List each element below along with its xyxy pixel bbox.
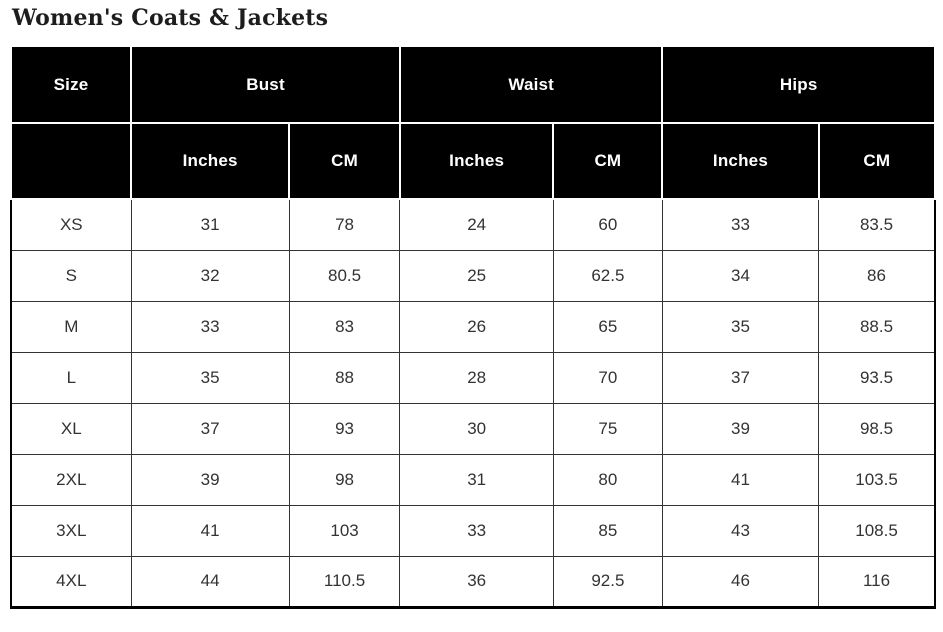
measurement-cell: 110.5	[288, 555, 401, 608]
measurement-group-header-row: Size Bust Waist Hips	[9, 45, 936, 125]
unit-header-waist-cm: CM	[552, 122, 664, 201]
size-cell: 3XL	[10, 504, 132, 557]
measurement-cell: 33	[130, 300, 290, 353]
size-cell: S	[10, 249, 132, 302]
measurement-cell: 98.5	[818, 402, 936, 455]
measurement-cell: 35	[661, 300, 820, 353]
measurement-cell: 65	[552, 300, 663, 353]
table-row: L 35 88 28 70 37 93.5	[10, 351, 936, 404]
unit-header-hips-cm: CM	[817, 122, 937, 201]
measurement-cell: 31	[399, 453, 554, 506]
measurement-cell: 93.5	[818, 351, 936, 404]
measurement-cell: 80.5	[288, 249, 401, 302]
table-row: XL 37 93 30 75 39 98.5	[10, 402, 936, 455]
table-row: 2XL 39 98 31 80 41 103.5	[10, 453, 936, 506]
measurement-cell: 33	[661, 198, 820, 251]
measurement-cell: 33	[399, 504, 554, 557]
measurement-cell: 41	[130, 504, 290, 557]
measurement-cell: 85	[552, 504, 663, 557]
measurement-cell: 83.5	[818, 198, 936, 251]
table-row: S 32 80.5 25 62.5 34 86	[10, 249, 936, 302]
measurement-cell: 39	[661, 402, 820, 455]
size-cell: XL	[10, 402, 132, 455]
table-row: 4XL 44 110.5 36 92.5 46 116	[10, 555, 936, 608]
size-cell: L	[10, 351, 132, 404]
table-row: 3XL 41 103 33 85 43 108.5	[10, 504, 936, 557]
unit-header-bust-cm: CM	[288, 122, 401, 201]
table-header: Size Bust Waist Hips Inches CM Inches CM…	[9, 45, 937, 201]
measurement-cell: 46	[661, 555, 820, 608]
measurement-cell: 70	[552, 351, 663, 404]
measurement-cell: 92.5	[552, 555, 663, 608]
measurement-cell: 36	[399, 555, 554, 608]
size-cell: XS	[10, 198, 132, 251]
size-guide-page: Women's Coats & Jackets Size Bust Waist …	[9, 5, 937, 609]
measurement-cell: 93	[288, 402, 401, 455]
measurement-cell: 83	[288, 300, 401, 353]
measurement-cell: 60	[552, 198, 663, 251]
measurement-cell: 62.5	[552, 249, 663, 302]
measurement-cell: 39	[130, 453, 290, 506]
measurement-cell: 103	[288, 504, 401, 557]
measurement-cell: 35	[130, 351, 290, 404]
measurement-cell: 26	[399, 300, 554, 353]
unit-header-blank	[9, 122, 133, 201]
column-header-hips: Hips	[661, 45, 936, 125]
measurement-cell: 88	[288, 351, 401, 404]
measurement-cell: 37	[130, 402, 290, 455]
table-row: M 33 83 26 65 35 88.5	[10, 300, 936, 353]
measurement-cell: 30	[399, 402, 554, 455]
unit-header-hips-inches: Inches	[661, 122, 820, 201]
measurement-cell: 31	[130, 198, 290, 251]
measurement-cell: 116	[818, 555, 936, 608]
size-cell: M	[10, 300, 132, 353]
measurement-cell: 43	[661, 504, 820, 557]
measurement-cell: 34	[661, 249, 820, 302]
column-header-bust: Bust	[130, 45, 401, 125]
table-row: XS 31 78 24 60 33 83.5	[10, 198, 936, 251]
measurement-cell: 80	[552, 453, 663, 506]
measurement-cell: 108.5	[818, 504, 936, 557]
measurement-cell: 78	[288, 198, 401, 251]
measurement-cell: 32	[130, 249, 290, 302]
measurement-cell: 28	[399, 351, 554, 404]
unit-header-waist-inches: Inches	[398, 122, 555, 201]
measurement-cell: 88.5	[818, 300, 936, 353]
measurement-cell: 103.5	[818, 453, 936, 506]
measurement-cell: 41	[661, 453, 820, 506]
measurement-cell: 98	[288, 453, 401, 506]
unit-header-bust-inches: Inches	[130, 122, 291, 201]
measurement-cell: 37	[661, 351, 820, 404]
table-body: XS 31 78 24 60 33 83.5 S 32 80.5 25 62.5 34 86 M 33 83 26…	[10, 198, 936, 608]
size-cell: 4XL	[10, 555, 132, 608]
page-title: Women's Coats & Jackets	[12, 5, 329, 31]
unit-header-row: Inches CM Inches CM Inches CM	[9, 122, 937, 201]
measurement-cell: 24	[399, 198, 554, 251]
measurement-cell: 25	[399, 249, 554, 302]
column-header-size: Size	[9, 45, 133, 125]
size-cell: 2XL	[10, 453, 132, 506]
size-chart-table: Size Bust Waist Hips Inches CM Inches CM…	[9, 45, 937, 609]
measurement-cell: 44	[130, 555, 290, 608]
measurement-cell: 75	[552, 402, 663, 455]
measurement-cell: 86	[818, 249, 936, 302]
column-header-waist: Waist	[398, 45, 664, 125]
